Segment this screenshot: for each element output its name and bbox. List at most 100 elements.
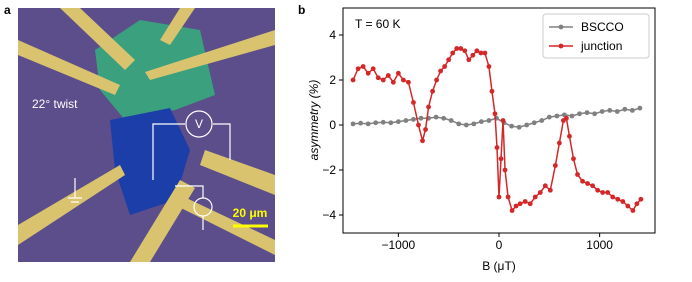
point <box>380 119 386 125</box>
point <box>556 140 562 146</box>
point <box>456 121 462 127</box>
x-label: B (μT) <box>482 259 516 273</box>
point <box>489 88 495 94</box>
point <box>375 75 381 81</box>
point <box>395 70 401 76</box>
point <box>577 111 582 117</box>
point <box>580 178 585 184</box>
point <box>542 183 548 189</box>
meter-label: V <box>195 117 203 131</box>
legend-box <box>542 13 650 59</box>
point <box>438 68 444 74</box>
point <box>595 187 601 193</box>
point <box>494 145 500 150</box>
point <box>605 190 611 195</box>
point <box>420 138 425 144</box>
point <box>411 116 416 122</box>
point <box>614 109 620 114</box>
point <box>524 122 530 128</box>
legend-label: junction <box>580 39 622 53</box>
point <box>406 79 411 85</box>
point <box>450 50 456 56</box>
electrodes <box>18 8 275 262</box>
point <box>474 48 480 54</box>
point <box>400 77 406 83</box>
point <box>629 107 635 113</box>
point <box>575 172 580 177</box>
point <box>590 183 595 189</box>
x-tick-label: 0 <box>496 238 503 252</box>
point <box>513 203 519 209</box>
point <box>373 120 379 126</box>
circuit <box>68 110 231 230</box>
point <box>380 77 386 83</box>
point <box>471 121 477 127</box>
y-label: asymmetry (%) <box>307 80 321 161</box>
point <box>539 118 545 123</box>
point <box>522 199 528 204</box>
point <box>567 133 572 139</box>
point <box>462 48 468 54</box>
point <box>532 194 538 200</box>
point <box>571 156 576 162</box>
panel-label: b <box>298 3 305 17</box>
point <box>610 194 616 200</box>
point <box>531 120 537 126</box>
y-tick-label: 4 <box>329 28 336 42</box>
point <box>370 66 376 72</box>
point <box>385 73 391 78</box>
point <box>537 190 543 195</box>
point <box>365 121 371 127</box>
point <box>607 107 613 113</box>
twist-label: 22° twist <box>32 97 78 111</box>
annotation: T = 60 K <box>355 17 400 31</box>
point <box>625 203 631 209</box>
point <box>600 190 606 195</box>
point <box>517 201 523 207</box>
point <box>505 194 511 200</box>
point <box>584 110 590 116</box>
flake-bottom <box>110 108 190 215</box>
point <box>470 52 476 58</box>
point <box>403 118 409 123</box>
point <box>500 118 506 123</box>
point <box>509 123 514 129</box>
x-tick-label: −1000 <box>382 238 416 252</box>
point <box>395 119 401 125</box>
point <box>365 70 371 76</box>
point <box>637 105 643 111</box>
y-tick-label: −2 <box>322 163 336 177</box>
point <box>482 50 488 56</box>
point <box>585 181 590 186</box>
point <box>426 104 431 110</box>
point <box>527 201 533 207</box>
point <box>442 64 448 69</box>
point <box>358 120 364 126</box>
point <box>448 118 454 123</box>
point <box>418 115 424 121</box>
point <box>433 114 439 120</box>
point <box>486 118 492 123</box>
point <box>569 113 575 119</box>
point <box>622 106 628 112</box>
point <box>552 163 558 168</box>
point <box>554 113 560 119</box>
legend-label: BSCCO <box>581 20 624 34</box>
point <box>423 127 428 132</box>
point <box>592 111 598 117</box>
point <box>446 57 452 63</box>
point <box>509 208 515 213</box>
point <box>434 77 439 83</box>
point <box>350 121 356 127</box>
y-tick-label: 0 <box>329 118 336 132</box>
y-tick-label: 2 <box>329 73 336 87</box>
micrograph: a 22° twist V 20 μm <box>4 3 275 262</box>
point <box>390 79 396 85</box>
panel-label: a <box>4 3 11 17</box>
point <box>350 77 356 83</box>
scale-label: 20 μm <box>233 206 268 220</box>
point <box>441 115 447 121</box>
point <box>478 119 484 125</box>
point <box>454 46 460 51</box>
point <box>486 64 492 69</box>
